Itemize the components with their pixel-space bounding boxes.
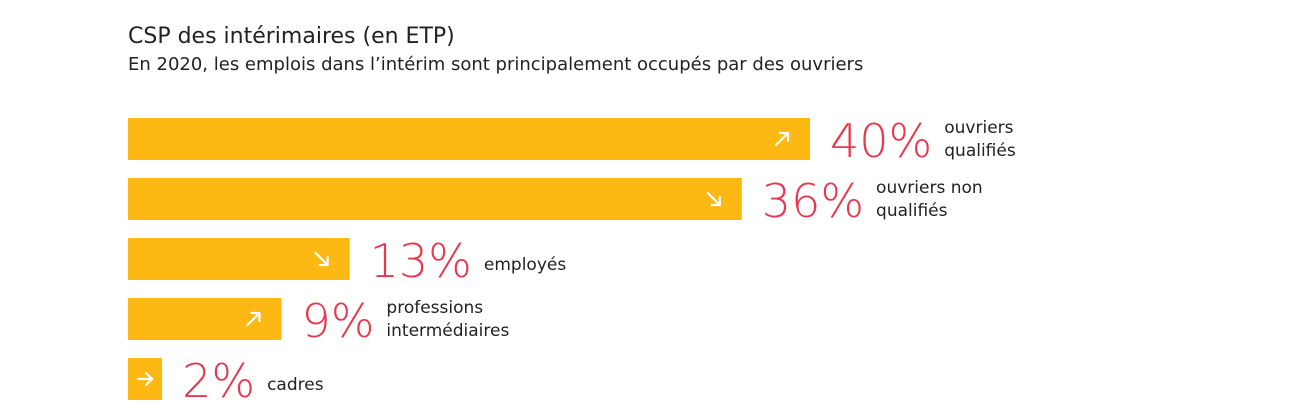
- value-label: 36%: [762, 174, 864, 228]
- bar: [128, 298, 282, 340]
- arrow-down-right-icon: [706, 191, 721, 207]
- arrow-up-right-icon: [774, 131, 790, 147]
- value-label: 13%: [370, 234, 472, 288]
- chart-subtitle: En 2020, les emplois dans l’intérim sont…: [128, 54, 864, 75]
- value-label: 40%: [830, 114, 932, 168]
- bar-row: 13% employés: [128, 234, 566, 288]
- bar: [128, 178, 742, 220]
- category-label: ouvriers non qualifiés: [876, 178, 983, 221]
- category-label: employés: [484, 255, 566, 275]
- chart-title: CSP des intérimaires (en ETP): [128, 24, 455, 49]
- bar-row: 2% cadres: [128, 354, 324, 408]
- arrow-up-right-icon: [246, 311, 261, 327]
- bar: [128, 238, 350, 280]
- category-label: professions intermédiaires: [386, 298, 509, 341]
- bar: [128, 118, 810, 160]
- category-label: cadres: [267, 375, 324, 395]
- value-label: 2%: [182, 354, 255, 408]
- arrow-down-right-icon: [314, 251, 329, 267]
- bar-row: 9% professions intermédiaires: [128, 294, 509, 348]
- bar-row: 40% ouvriers qualifiés: [128, 114, 1016, 168]
- bar-row: 36% ouvriers non qualifiés: [128, 174, 983, 228]
- arrow-right-icon: [137, 371, 154, 387]
- category-label: ouvriers qualifiés: [944, 118, 1016, 161]
- value-label: 9%: [301, 294, 374, 348]
